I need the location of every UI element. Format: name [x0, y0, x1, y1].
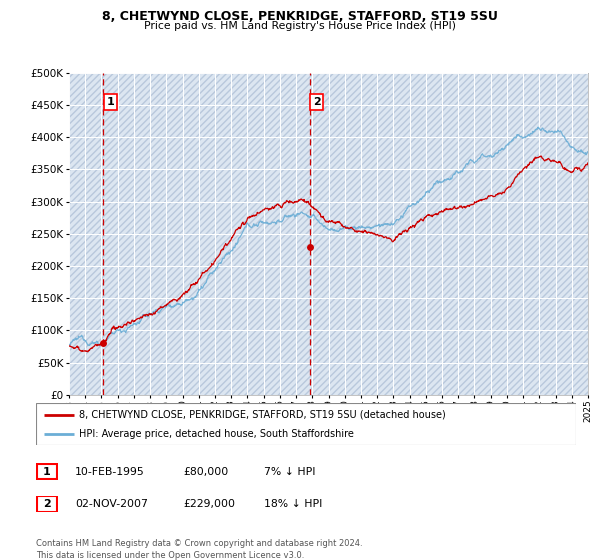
Text: HPI: Average price, detached house, South Staffordshire: HPI: Average price, detached house, Sout… [79, 429, 354, 439]
Text: 8, CHETWYND CLOSE, PENKRIDGE, STAFFORD, ST19 5SU (detached house): 8, CHETWYND CLOSE, PENKRIDGE, STAFFORD, … [79, 409, 446, 419]
Text: 02-NOV-2007: 02-NOV-2007 [75, 499, 148, 509]
FancyBboxPatch shape [37, 496, 56, 512]
Text: 1: 1 [43, 466, 50, 477]
Text: £80,000: £80,000 [183, 466, 228, 477]
Text: 10-FEB-1995: 10-FEB-1995 [75, 466, 145, 477]
Text: 18% ↓ HPI: 18% ↓ HPI [264, 499, 322, 509]
Text: £229,000: £229,000 [183, 499, 235, 509]
Text: 7% ↓ HPI: 7% ↓ HPI [264, 466, 316, 477]
Text: 1: 1 [106, 97, 114, 107]
FancyBboxPatch shape [37, 464, 56, 479]
Text: 8, CHETWYND CLOSE, PENKRIDGE, STAFFORD, ST19 5SU: 8, CHETWYND CLOSE, PENKRIDGE, STAFFORD, … [102, 10, 498, 23]
Text: Contains HM Land Registry data © Crown copyright and database right 2024.
This d: Contains HM Land Registry data © Crown c… [36, 539, 362, 559]
Text: 2: 2 [313, 97, 320, 107]
Text: 2: 2 [43, 499, 50, 509]
Text: Price paid vs. HM Land Registry's House Price Index (HPI): Price paid vs. HM Land Registry's House … [144, 21, 456, 31]
FancyBboxPatch shape [36, 403, 576, 445]
